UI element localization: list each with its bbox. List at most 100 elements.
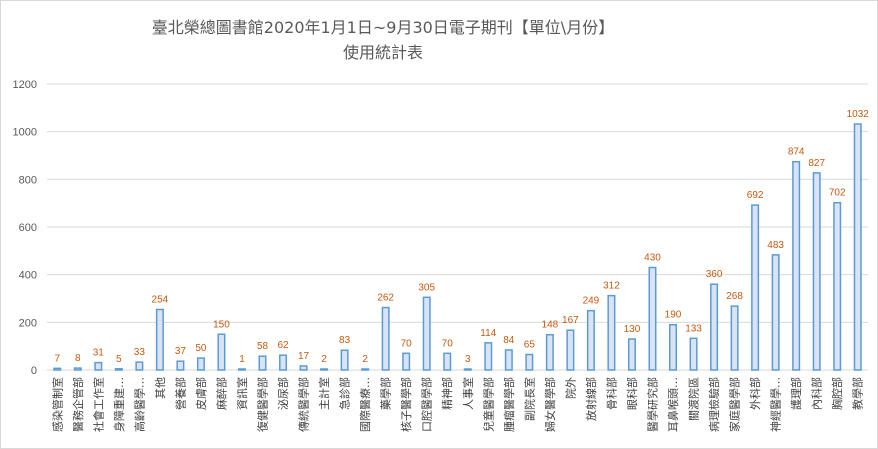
bar: [463, 368, 472, 371]
bar: [176, 360, 185, 371]
bar: [730, 305, 739, 371]
bar: [320, 368, 329, 371]
bar-value-label: 874: [788, 147, 805, 158]
bar: [422, 296, 431, 371]
bar: [853, 123, 862, 371]
bar-value-label: 5: [116, 354, 122, 365]
bar: [566, 329, 575, 371]
bar: [196, 357, 205, 371]
bar-value-label: 65: [524, 340, 536, 351]
y-tick-label: 0: [31, 365, 37, 377]
bar-value-label: 70: [442, 338, 454, 349]
y-tick-label: 1000: [13, 127, 37, 139]
bar-value-label: 827: [808, 158, 825, 169]
bar: [299, 365, 308, 371]
bar: [340, 349, 349, 371]
bar-value-label: 130: [624, 324, 641, 335]
x-tick-label: 藥學部: [379, 377, 393, 410]
bar: [258, 355, 267, 371]
bar: [484, 342, 493, 371]
x-tick-label: 醫學研究部: [645, 377, 659, 432]
bar: [792, 160, 801, 371]
x-tick-label: 兒童醫學部: [481, 377, 495, 432]
x-tick-label: 眼科部: [625, 377, 639, 410]
x-tick-label: 內科部: [810, 377, 824, 410]
x-axis: 感染管制室 醫務企管部 社會工作室 身障重建… 高齡醫學… 其他 營養部 皮膚部 麻醉部 資訊室復…: [50, 377, 864, 432]
bar-value-label: 83: [339, 335, 351, 346]
bar-value-label: 254: [152, 294, 169, 305]
bar-value-label: 50: [195, 343, 207, 354]
bar-value-label: 7: [54, 353, 60, 364]
bar: [586, 309, 595, 371]
chart-title-line2: 使用統計表: [343, 43, 423, 62]
x-tick-label: 口腔醫學部: [420, 377, 434, 432]
bar: [504, 349, 513, 371]
bar-value-label: 312: [603, 281, 620, 292]
bar-value-label: 133: [685, 323, 702, 334]
bar: [710, 283, 719, 371]
bar-value-label: 1032: [847, 109, 870, 120]
bar: [114, 368, 123, 371]
x-tick-label: 急診部: [338, 377, 352, 410]
bar: [627, 338, 636, 371]
y-axis: 0 200 400 600 800 1000 1200: [13, 79, 37, 377]
x-tick-label: 國際醫療…: [358, 377, 372, 432]
x-tick-label: 麻醉部: [214, 377, 228, 410]
bar: [443, 352, 452, 371]
x-tick-label: 副院長室: [522, 377, 536, 421]
x-tick-label: 核子醫學部: [399, 377, 413, 432]
x-tick-label: 教學部: [851, 377, 865, 410]
y-tick-label: 400: [19, 270, 37, 282]
bar-value-label: 268: [726, 291, 743, 302]
bars: [53, 123, 862, 371]
bar-value-label: 167: [562, 315, 579, 326]
bar-value-label: 2: [362, 354, 368, 365]
x-tick-label: 病理檢驗部: [707, 377, 721, 432]
bar-value-label: 483: [767, 240, 784, 251]
bar-value-label: 360: [706, 269, 723, 280]
bar: [648, 266, 657, 371]
x-tick-label: 家庭醫學部: [728, 377, 742, 432]
bar: [279, 354, 288, 371]
bar: [217, 333, 226, 371]
x-tick-label: 護理部: [789, 377, 803, 410]
bar-value-label: 84: [503, 335, 515, 346]
y-tick-label: 600: [19, 222, 37, 234]
bar: [381, 306, 390, 371]
x-tick-label: 關渡院區: [687, 377, 701, 421]
x-tick-label: 婦女醫學部: [543, 377, 557, 432]
x-tick-label: 神經醫學…: [769, 377, 783, 432]
bar: [53, 367, 62, 371]
bar-value-label: 2: [321, 354, 327, 365]
bar-value-label: 31: [93, 348, 105, 359]
x-tick-label: 主計室: [317, 377, 331, 410]
bar: [525, 353, 534, 371]
bar-value-label: 8: [75, 353, 81, 364]
x-tick-label: 骨科部: [604, 377, 618, 410]
x-tick-label: 精神部: [440, 377, 454, 410]
x-tick-label: 院外: [563, 377, 577, 399]
x-tick-label: 資訊室: [235, 377, 249, 410]
bar: [135, 361, 144, 371]
x-tick-label: 身障重建…: [112, 377, 126, 432]
x-tick-label: 復健醫學部: [256, 377, 270, 432]
bar-value-label: 430: [644, 253, 661, 264]
x-tick-label: 泌尿部: [276, 377, 290, 410]
bar: [237, 368, 246, 371]
bar: [669, 323, 678, 371]
bar: [94, 361, 103, 371]
bar-value-label: 190: [665, 310, 682, 321]
x-tick-label: 人事室: [461, 377, 475, 410]
bar-value-label: 114: [480, 328, 496, 339]
bar-value-label: 1: [239, 354, 245, 365]
x-tick-label: 社會工作室: [91, 377, 105, 432]
bar: [361, 368, 370, 371]
x-tick-label: 高齡醫學…: [132, 377, 146, 432]
x-tick-label: 皮膚部: [194, 377, 208, 410]
bar-value-label: 33: [134, 347, 146, 358]
y-tick-label: 1200: [13, 79, 37, 91]
bar-value-label: 692: [747, 190, 764, 201]
bar: [812, 172, 821, 371]
y-tick-label: 200: [19, 317, 37, 329]
